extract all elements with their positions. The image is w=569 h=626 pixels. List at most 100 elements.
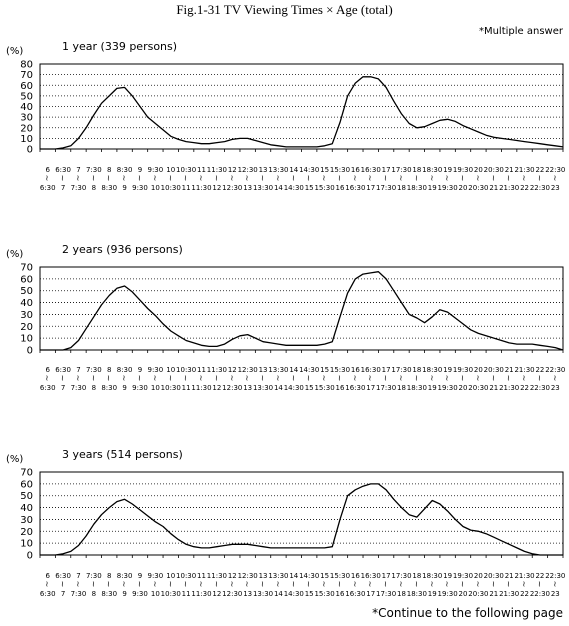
x-range-start: 17 [382,366,391,374]
x-range-end: 16:30 [345,384,365,392]
x-range-start: 12 [228,166,237,174]
x-range-start: 8:30 [117,572,133,580]
x-range-tilde: ~ [104,581,113,588]
x-range-tilde: ~ [120,175,129,182]
x-range-start: 10 [166,572,175,580]
y-axis-unit: (%) [6,249,23,260]
x-range-start: 8:30 [117,166,133,174]
x-range-start: 16 [351,366,360,374]
x-range-start: 11 [197,166,206,174]
x-range-tilde: ~ [304,175,313,182]
x-range-end: 21:30 [499,590,519,598]
x-range-start: 21:30 [514,166,534,174]
x-range-start: 8 [107,572,111,580]
x-range-tilde: ~ [473,581,482,588]
x-range-end: 22 [520,590,529,598]
x-range-end: 7:30 [71,590,87,598]
x-range-tilde: ~ [335,581,344,588]
x-range-start: 7:30 [86,166,102,174]
x-range-end: 17 [366,384,375,392]
x-range-tilde: ~ [73,581,82,588]
x-range-start: 6:30 [55,572,71,580]
x-range-end: 8:30 [101,590,117,598]
x-range-end: 20 [459,184,468,192]
x-range-tilde: ~ [120,581,129,588]
x-range-tilde: ~ [273,581,282,588]
x-range-start: 21:30 [514,366,534,374]
x-range-end: 16 [335,384,344,392]
x-range-start: 6 [45,572,50,580]
x-range-end: 12 [212,184,221,192]
y-tick-label: 20 [20,527,33,538]
x-range-start: 18:30 [422,166,442,174]
x-range-tilde: ~ [366,175,375,182]
x-range-tilde: ~ [243,581,252,588]
x-range-end: 9 [122,184,126,192]
x-range-start: 13 [259,572,268,580]
y-tick-label: 60 [20,274,33,285]
x-range-start: 17 [382,572,391,580]
x-range-tilde: ~ [212,175,221,182]
x-range-end: 22:30 [530,184,550,192]
x-range-start: 15 [320,166,329,174]
x-range-start: 16 [351,572,360,580]
x-range-tilde: ~ [243,375,252,382]
x-range-end: 9:30 [132,590,148,598]
x-range-tilde: ~ [443,175,452,182]
x-range-end: 14 [274,384,283,392]
x-range-tilde: ~ [366,375,375,382]
x-range-end: 13 [243,590,252,598]
x-range-start: 21 [505,366,514,374]
x-range-tilde: ~ [135,581,144,588]
y-tick-label: 40 [20,503,33,514]
x-range-end: 22 [520,384,529,392]
x-range-tilde: ~ [289,375,298,382]
x-range-start: 8:30 [117,366,133,374]
x-range-start: 12 [228,366,237,374]
x-range-tilde: ~ [396,175,405,182]
x-range-end: 16 [335,590,344,598]
x-range-tilde: ~ [150,175,159,182]
x-range-end: 16:30 [345,184,365,192]
x-range-tilde: ~ [335,175,344,182]
x-range-end: 15:30 [314,184,334,192]
x-range-end: 7:30 [71,384,87,392]
x-range-end: 8 [92,184,96,192]
x-range-tilde: ~ [150,581,159,588]
x-range-tilde: ~ [197,175,206,182]
x-range-start: 12:30 [238,166,258,174]
x-range-start: 16:30 [361,366,381,374]
series-line [40,483,563,556]
x-range-end: 9 [122,590,126,598]
x-range-start: 7:30 [86,366,102,374]
x-range-tilde: ~ [289,581,298,588]
x-range-start: 13:30 [268,166,288,174]
x-range-start: 8 [107,366,111,374]
x-range-start: 7:30 [86,572,102,580]
y-tick-label: 0 [27,551,33,562]
x-range-start: 13 [259,366,268,374]
x-range-tilde: ~ [412,581,421,588]
x-range-tilde: ~ [43,581,52,588]
x-range-start: 15:30 [330,572,350,580]
x-range-start: 14:30 [299,366,319,374]
x-range-end: 14 [274,590,283,598]
x-range-tilde: ~ [535,375,544,382]
x-range-start: 11 [197,366,206,374]
x-range-end: 10 [151,590,160,598]
x-range-start: 10 [166,166,175,174]
x-range-end: 23 [551,384,560,392]
x-range-tilde: ~ [258,175,267,182]
x-range-end: 7 [61,590,65,598]
x-range-tilde: ~ [273,175,282,182]
x-range-start: 13:30 [268,366,288,374]
x-range-start: 20 [474,366,483,374]
x-range-tilde: ~ [73,375,82,382]
x-range-tilde: ~ [443,375,452,382]
x-range-start: 6:30 [55,166,71,174]
x-range-tilde: ~ [504,375,513,382]
x-range-tilde: ~ [535,175,544,182]
x-range-tilde: ~ [350,581,359,588]
x-range-end: 21 [489,590,498,598]
